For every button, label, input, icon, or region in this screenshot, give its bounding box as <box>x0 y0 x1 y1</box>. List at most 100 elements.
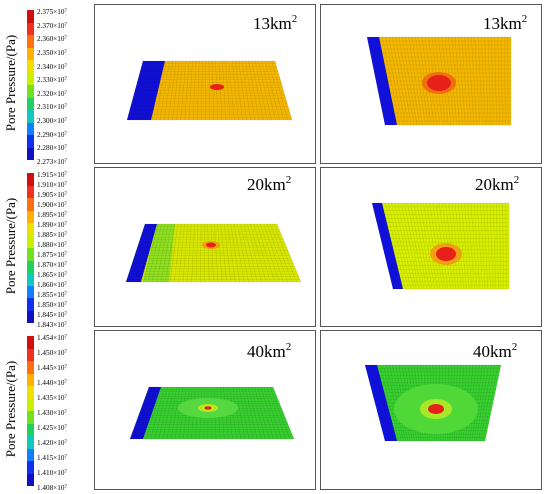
pressure-hotspot <box>428 404 444 414</box>
pressure-hotspot <box>427 75 451 91</box>
mesh-line <box>386 364 404 442</box>
mesh-line <box>244 386 258 440</box>
plate-perspective-view <box>125 223 302 283</box>
mesh-line <box>172 60 180 121</box>
mesh-line <box>158 386 171 440</box>
mesh-line <box>235 60 243 121</box>
colorbar-tick-label: 1.870×107 <box>37 261 67 269</box>
mesh-line <box>182 223 189 283</box>
mesh-line <box>487 36 492 126</box>
colorbar-segment <box>27 348 34 361</box>
colorbar-tick-label: 1.880×107 <box>37 241 67 249</box>
mesh-line <box>138 223 156 283</box>
mesh-line <box>266 223 289 283</box>
mesh-line <box>245 60 256 121</box>
mesh-line <box>272 386 295 440</box>
mesh-line <box>238 60 247 121</box>
mesh-line <box>143 223 159 283</box>
pressure-hotspot <box>204 406 212 410</box>
mesh-line <box>470 202 478 290</box>
mesh-line <box>251 386 266 440</box>
mesh-line <box>410 202 428 290</box>
mesh-line <box>486 202 491 290</box>
mesh-line <box>163 60 173 121</box>
mesh-line <box>156 223 169 283</box>
mesh-line <box>191 223 195 283</box>
mesh-line <box>276 223 302 283</box>
mesh-line <box>173 223 182 283</box>
mesh-line <box>217 223 223 283</box>
mesh-line <box>154 386 168 440</box>
mesh-line <box>419 202 435 290</box>
mesh-line <box>378 36 398 126</box>
mesh-line <box>478 364 492 442</box>
colorbar-segment <box>27 185 34 198</box>
row-40km: Pore Pressure/(Pa) 1.454×107 1.450×107 1.4… <box>0 330 550 492</box>
mesh-line <box>126 60 144 121</box>
mesh-line <box>222 60 227 121</box>
mesh-line <box>473 364 486 442</box>
colorbar-tick-label: 1.890×107 <box>37 221 67 229</box>
panel-13km-perspective: 13km2 <box>94 4 316 164</box>
mesh-line <box>155 60 167 121</box>
mesh-line <box>384 202 406 290</box>
colorbar-tick-label: 2.310×107 <box>37 103 67 112</box>
mesh-line <box>169 223 179 283</box>
mesh-line <box>504 36 506 126</box>
pressure-hotspot <box>210 84 224 90</box>
colorbar-ticks: 2.375×107 2.370×107 2.360×107 2.350×107 2.34… <box>37 8 93 166</box>
mesh-line <box>227 223 236 283</box>
plate-mesh <box>126 60 293 121</box>
colorbar-segment <box>27 173 34 186</box>
plate-edge-boundary <box>365 365 397 441</box>
area-label: 40km2 <box>473 341 518 361</box>
plate-perspective-view <box>126 60 293 121</box>
mesh-line <box>210 223 214 283</box>
mesh-line <box>484 364 502 442</box>
mesh-line <box>491 36 495 126</box>
mesh-line <box>134 223 152 283</box>
mesh-line <box>480 364 495 442</box>
colorbar-tick-label: 1.425×107 <box>37 424 67 432</box>
mesh-line <box>376 364 398 442</box>
colorbar-tick-label: 1.900×107 <box>37 201 67 209</box>
mesh-line <box>255 60 268 121</box>
mesh-line <box>407 202 425 290</box>
plate-edge-boundary <box>126 224 157 282</box>
colorbar-segment <box>27 411 34 424</box>
colorbar-segment <box>27 10 34 23</box>
mesh-line <box>160 223 172 283</box>
mesh-line <box>261 60 276 121</box>
colorbar-segment <box>27 60 34 73</box>
colorbar-tick-label: 2.320×107 <box>37 89 67 98</box>
colorbar-tick-label: 2.330×107 <box>37 76 67 85</box>
mesh-line <box>142 386 159 440</box>
area-label: 40km2 <box>247 341 292 361</box>
mesh-line <box>266 386 286 440</box>
mesh-line <box>263 223 284 283</box>
colorbar-tick-label: 2.290×107 <box>37 130 67 139</box>
legend-13km: Pore Pressure/(Pa) 2.375×107 2.370×107 2.3… <box>0 4 93 166</box>
colorbar-ticks: 1.454×107 1.450×107 1.445×107 1.440×107 1.43… <box>37 334 93 492</box>
plate-green-zone <box>143 224 175 282</box>
colorbar-segment <box>27 273 34 286</box>
colorbar-tick-label: 1.860×107 <box>37 281 67 289</box>
mesh-line <box>248 60 260 121</box>
plate-top-view <box>365 364 502 442</box>
mesh-line <box>394 202 414 290</box>
mesh-line <box>458 36 466 126</box>
colorbar-segment <box>27 398 34 411</box>
mesh-line <box>248 386 262 440</box>
plate-top-view <box>372 202 510 290</box>
mesh-line <box>480 202 486 290</box>
mesh-line <box>232 386 241 440</box>
panel-20km-top: 20km2 <box>320 167 542 327</box>
mesh-line <box>238 386 250 440</box>
plate-mesh <box>125 223 302 283</box>
mesh-line <box>454 202 465 290</box>
mesh-line <box>207 223 210 283</box>
mesh-line <box>273 223 297 283</box>
mesh-line <box>467 202 475 290</box>
colorbar-tick-label: 2.370×107 <box>37 21 67 30</box>
plate-top-view <box>367 36 512 126</box>
